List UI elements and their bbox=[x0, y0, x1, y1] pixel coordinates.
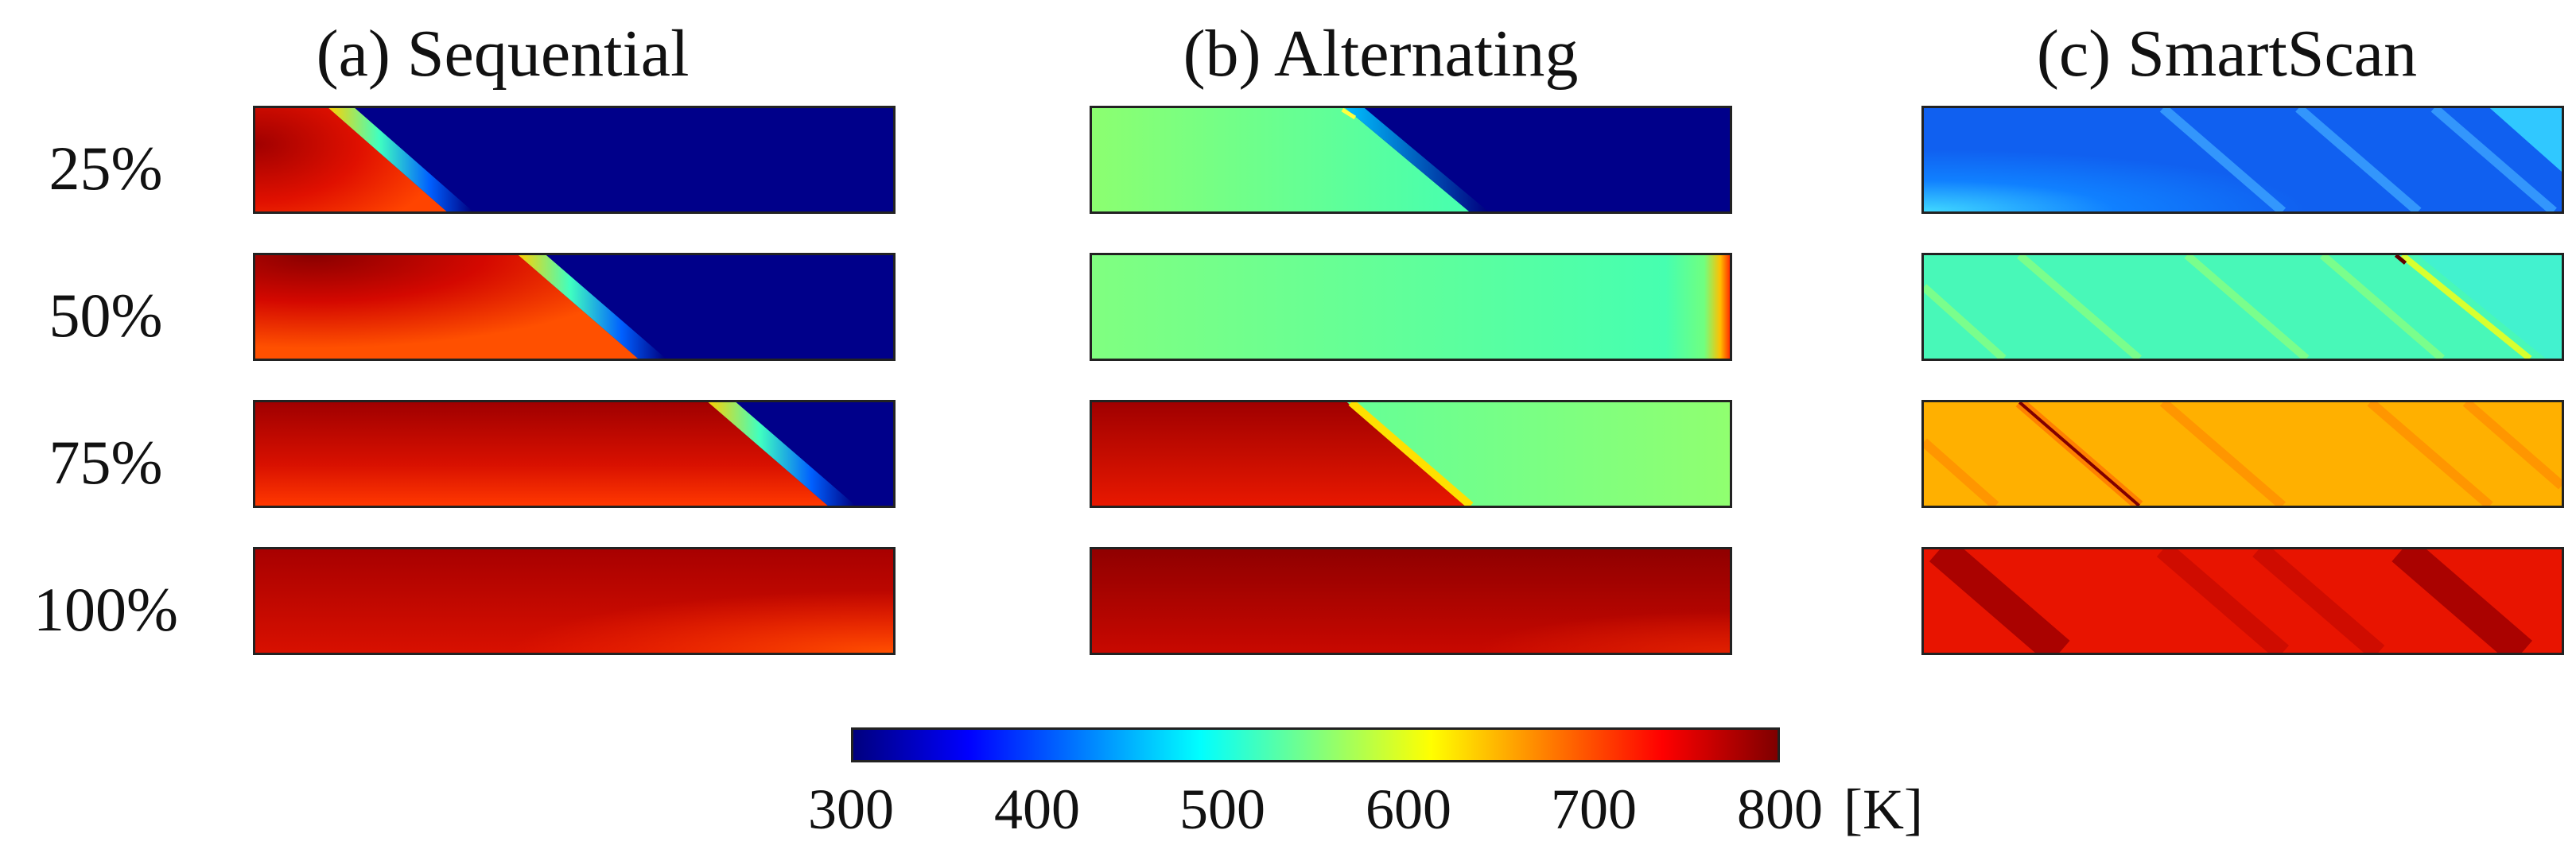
map-smartscan-75 bbox=[1921, 400, 2564, 508]
colorbar-tick-500: 500 bbox=[1179, 778, 1265, 841]
colorbar bbox=[851, 727, 1780, 762]
map-smartscan-25 bbox=[1921, 106, 2564, 214]
row-label-25: 25% bbox=[49, 134, 163, 203]
row-label-75: 75% bbox=[49, 428, 163, 497]
map-alternating-75 bbox=[1090, 400, 1732, 508]
map-sequential-50 bbox=[253, 253, 896, 361]
title-sequential: (a) Sequential bbox=[316, 17, 690, 91]
colorbar-tick-400: 400 bbox=[994, 778, 1080, 841]
map-smartscan-100 bbox=[1921, 547, 2564, 655]
colorbar-tick-300: 300 bbox=[808, 778, 894, 841]
colorbar-tick-700: 700 bbox=[1551, 778, 1637, 841]
colorbar-tick-600: 600 bbox=[1366, 778, 1451, 841]
colorbar-unit: [K] bbox=[1844, 778, 1923, 841]
row-label-100: 100% bbox=[33, 575, 178, 644]
map-sequential-100 bbox=[253, 547, 896, 655]
map-alternating-25 bbox=[1090, 106, 1732, 214]
map-sequential-25 bbox=[253, 106, 896, 214]
map-alternating-50 bbox=[1090, 253, 1732, 361]
title-alternating: (b) Alternating bbox=[1183, 17, 1579, 91]
map-alternating-100 bbox=[1090, 547, 1732, 655]
row-label-50: 50% bbox=[49, 281, 163, 350]
map-sequential-75 bbox=[253, 400, 896, 508]
colorbar-tick-800: 800 bbox=[1737, 778, 1823, 841]
title-smartscan: (c) SmartScan bbox=[2036, 17, 2418, 91]
map-smartscan-50 bbox=[1921, 253, 2564, 361]
